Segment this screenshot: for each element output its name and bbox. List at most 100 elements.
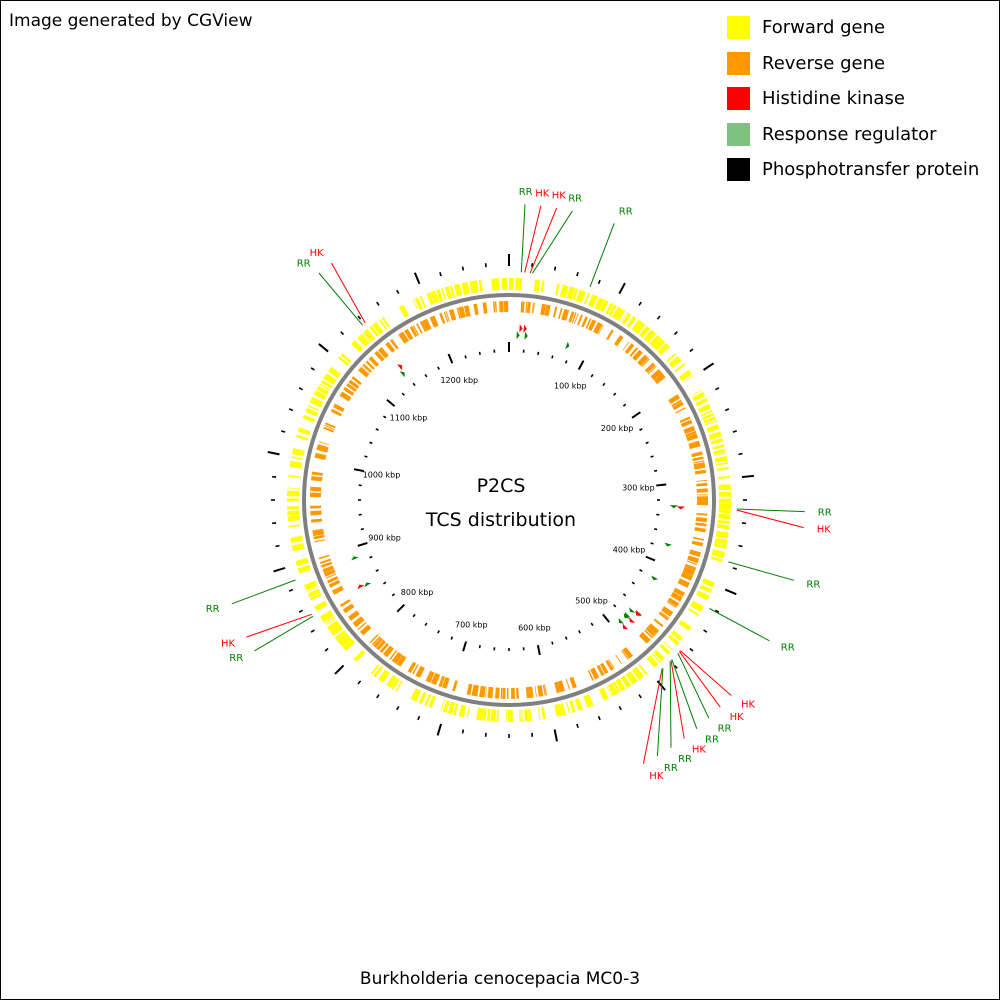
reverse-gene-138 [321,561,333,568]
reverse-gene-177 [416,323,423,334]
outer-tick-300 [741,474,754,479]
forward-gene-87 [574,698,583,711]
reverse-gene-179 [422,318,432,331]
forward-gene-140 [288,524,301,528]
forward-gene-73 [659,644,671,655]
forward-gene-112 [424,694,432,707]
legend-label-reverse-gene: Reverse gene [762,52,886,74]
reverse-gene-86 [587,670,594,681]
reverse-gene-47 [696,479,708,482]
forward-gene-27 [666,352,677,363]
rr-callout-line-12 [671,659,698,729]
reverse-gene-115 [407,661,417,674]
legend-item-reverse-gene: Reverse gene [727,46,979,82]
forward-gene-30 [679,369,692,381]
inner-tick-760 [424,622,428,626]
forward-gene-116 [391,678,400,690]
legend-label-forward-gene: Forward gene [762,17,886,39]
inner-tick-840 [383,581,387,585]
reverse-gene-126 [359,624,372,636]
legend: Forward gene Reverse gene Histidine kina… [727,10,979,188]
genome-backbone [302,293,716,707]
rr-label-8: RR [781,643,795,654]
reverse-gene-87 [569,676,577,689]
forward-gene-55 [718,513,731,520]
forward-gene-118 [378,669,390,683]
tick-label-1100: 1100 kbp [390,414,428,423]
forward-gene-156 [309,396,324,408]
forward-gene-159 [319,383,331,391]
reverse-gene-191 [494,301,497,313]
rr-callout-line-19 [254,615,314,652]
forward-gene-148 [289,460,303,469]
outer-tick-420 [714,609,720,613]
forward-gene-108 [447,701,456,715]
reverse-gene-56 [694,527,706,533]
reverse-gene-77 [639,632,651,644]
outer-tick-700 [436,723,443,736]
rr-arrow-3 [524,331,528,340]
inner-tick-600 [536,644,541,656]
forward-gene-59 [714,537,728,546]
reverse-gene-111 [430,672,441,686]
reverse-gene-81 [608,659,615,669]
outer-tick-840 [310,629,315,633]
forward-gene-183 [449,285,455,298]
outer-tick-480 [673,664,678,669]
inner-tick-280 [654,469,658,472]
reverse-gene-190 [493,301,496,313]
forward-gene-172 [381,317,391,328]
outer-tick-140 [656,315,661,320]
forward-gene-152 [297,427,311,436]
inner-tick-1040 [369,441,373,445]
forward-gene-4 [555,283,560,296]
forward-gene-62 [710,556,723,563]
forward-gene-52 [719,498,731,504]
reverse-gene-93 [537,685,544,697]
forward-gene-69 [672,630,684,640]
reverse-gene-68 [667,597,680,607]
forward-gene-120 [370,664,380,675]
inner-tick-480 [613,604,617,608]
reverse-gene-106 [471,684,479,697]
outer-tick-1100 [318,343,329,353]
inner-tick-900 [357,542,368,547]
reverse-gene-88 [565,678,570,690]
legend-item-phosphotransfer-protein: Phosphotransfer protein [727,152,979,188]
rr-arrow-11 [629,607,636,613]
reverse-gene-83 [600,662,609,675]
reverse-gene-176 [412,325,420,336]
inner-tick-400 [645,555,656,562]
reverse-gene-95 [527,686,534,698]
inner-tick-260 [650,455,654,458]
reverse-gene-5 [540,303,547,316]
reverse-gene-37 [680,419,693,428]
reverse-gene-134 [327,576,339,584]
genome-caption: Burkholderia cenocepacia MC0-3 [359,969,641,989]
legend-swatch-reverse-gene [727,51,750,75]
forward-gene-15 [612,306,624,320]
inner-tick-820 [391,593,396,597]
outer-tick-440 [703,629,708,633]
forward-gene-74 [653,649,665,662]
inner-tick-1120 [401,392,405,396]
reverse-gene-127 [357,621,367,631]
inner-tick-1140 [412,382,416,387]
rr-label-12: RR [705,734,719,745]
reverse-gene-30 [650,369,663,380]
inner-tick-1060 [375,428,379,431]
reverse-gene-92 [542,684,546,696]
reverse-gene-44 [693,460,705,464]
outer-tick-760 [376,694,380,699]
reverse-gene-193 [503,301,509,313]
forward-gene-92 [541,707,546,720]
forward-gene-53 [718,503,731,510]
reverse-gene-21 [622,341,630,351]
hk-label-10: HK [730,712,745,723]
inner-tick-580 [551,641,554,645]
reverse-gene-172 [390,338,399,350]
tick-label-800: 800 kbp [401,588,434,597]
forward-gene-179 [433,290,440,303]
reverse-gene-102 [495,687,500,699]
